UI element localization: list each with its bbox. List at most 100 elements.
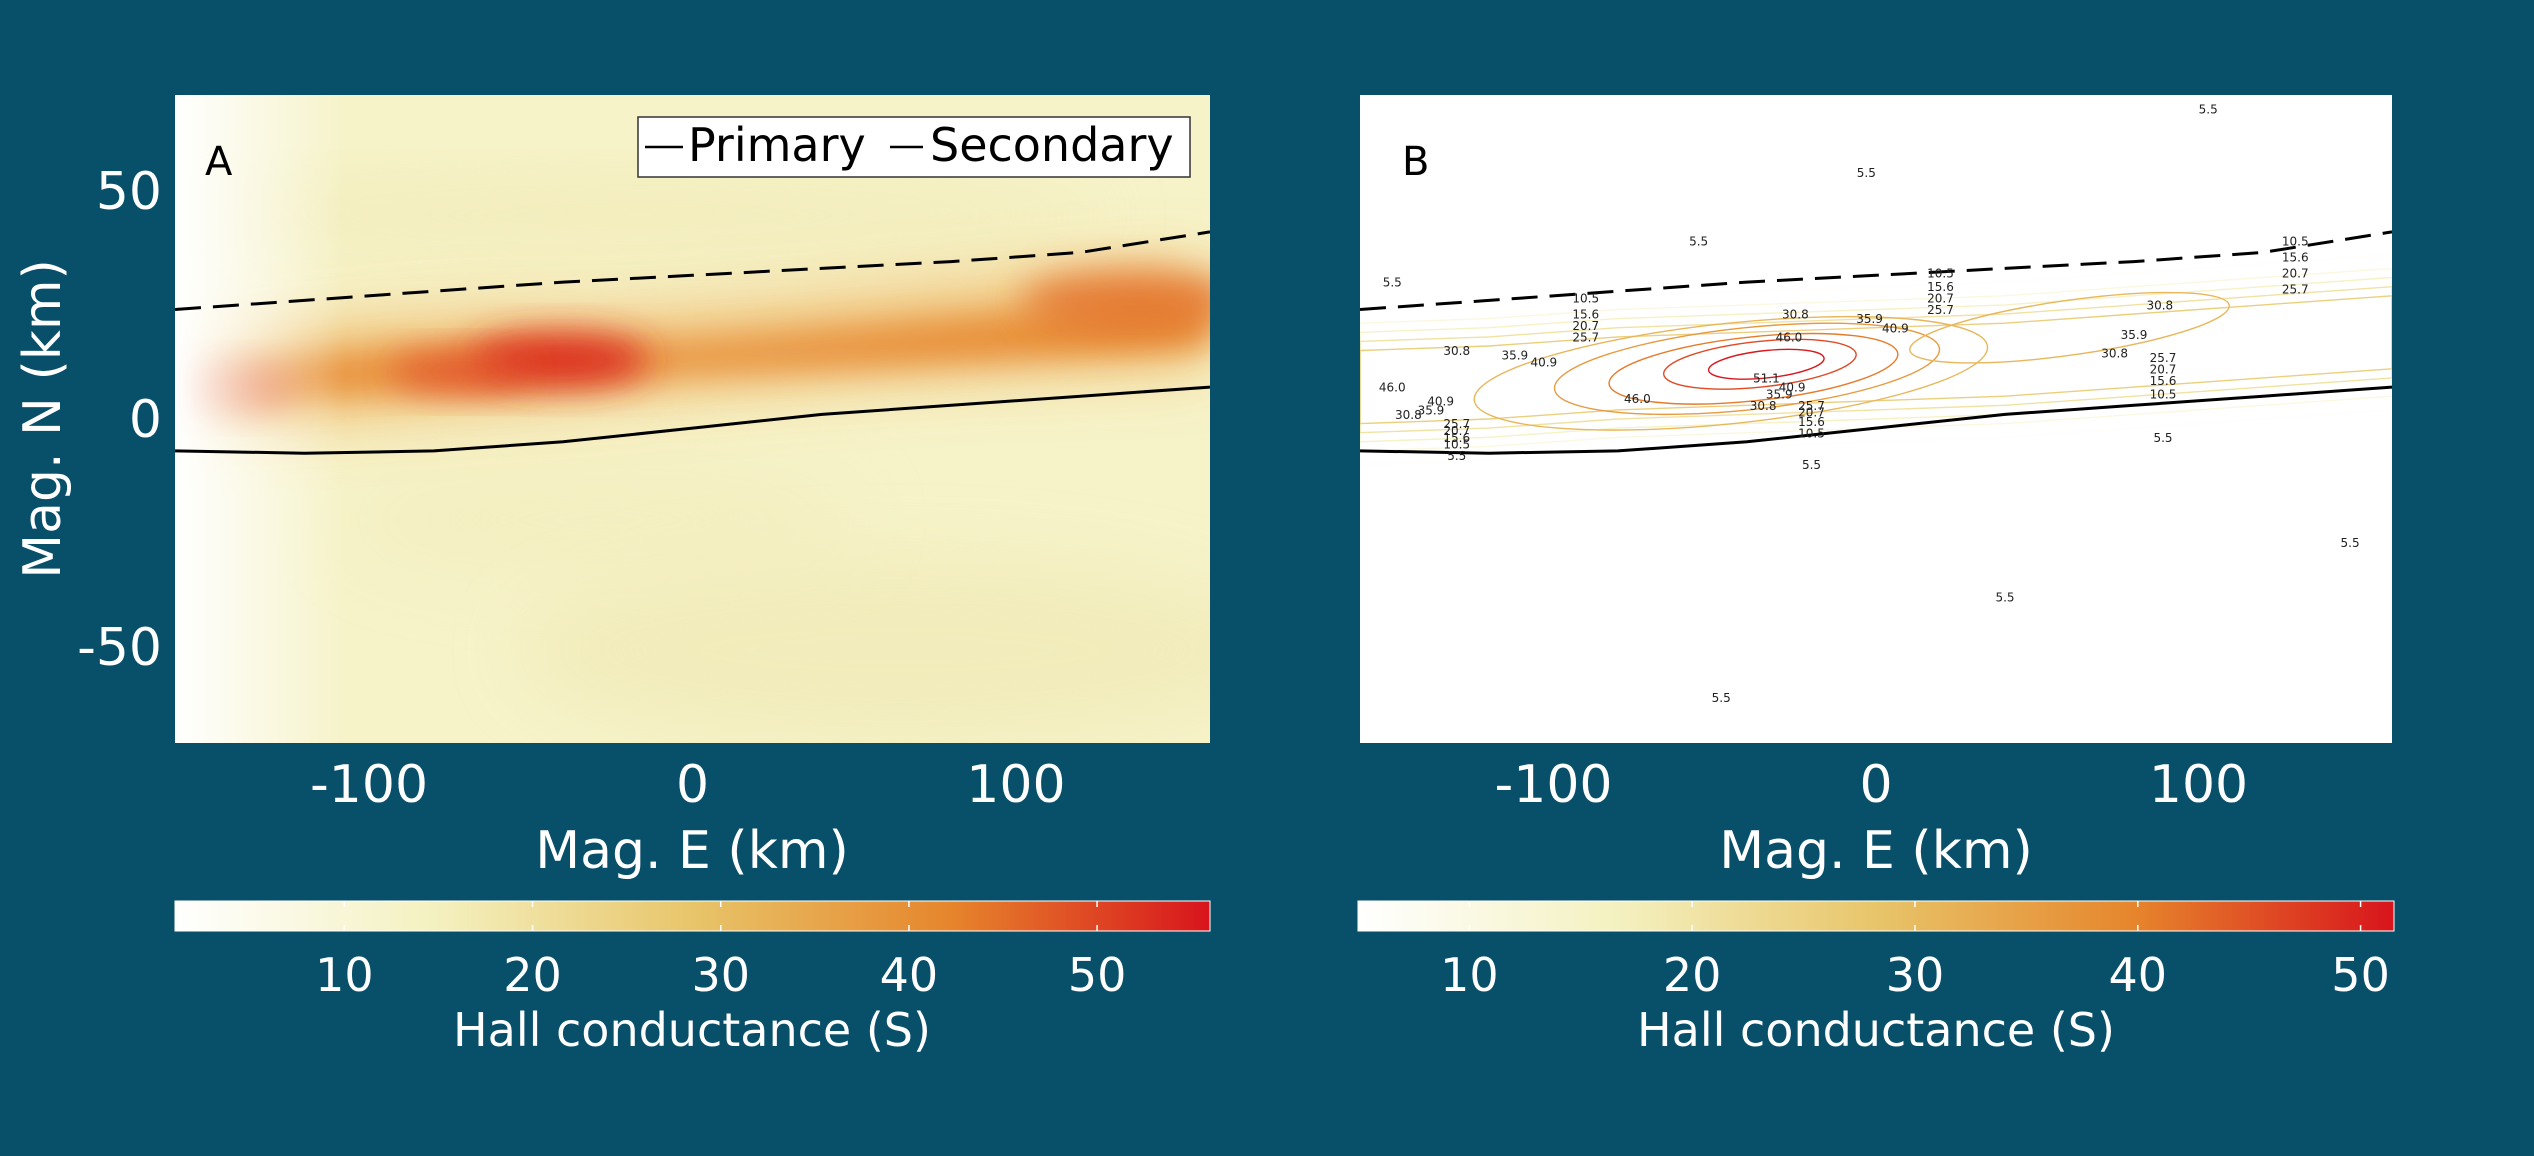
- contour-label: 30.8: [1782, 308, 1809, 322]
- panel-a-colorbar-tick-label: 10: [315, 948, 374, 1002]
- panel-a-xlabel: Mag. E (km): [535, 821, 849, 881]
- contour-line: [1360, 285, 2392, 434]
- panel-a-xtick-label: 100: [966, 755, 1065, 815]
- panel-a-heatmap: [175, 95, 1210, 743]
- contour-line: [1360, 276, 2392, 443]
- contour-label: 5.5: [1447, 449, 1466, 463]
- contour-label: 30.8: [2146, 298, 2173, 312]
- boundary-line-primary: [175, 385, 1210, 455]
- panel-b-axes: -100 0 100: [1494, 755, 2248, 815]
- contour-line: [1553, 322, 1941, 416]
- legend: Primary Secondary: [637, 116, 1191, 178]
- panel-b-contours: 5.55.55.55.55.55.55.55.55.55.510.515.620…: [1360, 102, 2392, 705]
- contour-label: 20.7: [1798, 406, 1825, 420]
- panel-a-colorbar-tick-label: 50: [1068, 948, 1127, 1002]
- contour-label: 5.5: [1712, 691, 1731, 705]
- contour-label: 46.0: [1379, 381, 1406, 395]
- contour-label: 35.9: [1856, 312, 1883, 326]
- panel-b-colorbar-tick-label: 40: [2109, 948, 2168, 1002]
- panel-a-ytick-label: 0: [129, 390, 162, 450]
- panel-a-colorbar-ticks: 10 20 30 40 50: [315, 901, 1126, 1002]
- legend-primary-label: Primary: [688, 118, 866, 172]
- contour-label: 35.9: [1418, 403, 1445, 417]
- panel-a-ylabel: Mag. N (km): [13, 259, 73, 579]
- panel-a-colorbar-label: Hall conductance (S): [453, 1003, 931, 1057]
- panel-a: -100 0 100 50 0 -50 A Primary Secondary Mag. …: [13, 95, 1211, 1057]
- contour-label: 5.5: [2153, 431, 2172, 445]
- contour-label: 5.5: [1802, 458, 1821, 472]
- contour-label: 46.0: [1624, 392, 1651, 406]
- contour-label: 20.7: [1572, 319, 1599, 333]
- contour-label: 25.7: [2150, 351, 2177, 365]
- contour-label: 10.5: [1572, 292, 1599, 306]
- contour-label: 20.7: [2150, 362, 2177, 376]
- panel-a-colorbar: [174, 900, 1211, 932]
- contour-label: 40.9: [1882, 321, 1909, 335]
- contour-label: 20.7: [1443, 424, 1470, 438]
- contour-label: 40.9: [1427, 394, 1454, 408]
- contour-label: 5.5: [2341, 536, 2360, 550]
- panel-b-xtick-label: 100: [2149, 755, 2248, 815]
- boundary-line-primary: [1360, 385, 2392, 455]
- contour-label: 15.6: [1443, 431, 1470, 445]
- panel-b-colorbar-tick-label: 50: [2331, 948, 2390, 1002]
- contour-label: 10.5: [1798, 426, 1825, 440]
- contour-label: 40.9: [1530, 356, 1557, 370]
- contour-line: [1360, 295, 2392, 425]
- contour-label: 15.6: [2282, 251, 2309, 265]
- panel-b-xtick-label: 0: [1859, 755, 1892, 815]
- panel-a-ytick-label: 50: [96, 162, 162, 222]
- contour-line: [1608, 332, 1899, 405]
- contour-label: 10.5: [2150, 387, 2177, 401]
- contour-label: 20.7: [1927, 292, 1954, 306]
- contour-label: 15.6: [1927, 280, 1954, 294]
- panel-b-colorbar-ticks: 10 20 30 40 50: [1440, 901, 2390, 1002]
- contour-label: 51.1: [1753, 371, 1780, 385]
- contour-label: 46.0: [1776, 330, 1803, 344]
- panel-a-colorbar-tick-label: 40: [880, 948, 939, 1002]
- contour-label: 30.8: [1443, 344, 1470, 358]
- panel-a-xtick-label: -100: [310, 755, 428, 815]
- contour-line: [1909, 291, 2230, 364]
- contour-label: 25.7: [1572, 330, 1599, 344]
- contour-label: 30.8: [2101, 346, 2128, 360]
- contour-label: 5.5: [2199, 102, 2218, 116]
- contour-label: 10.5: [2282, 235, 2309, 249]
- contour-label: 35.9: [1501, 349, 1528, 363]
- contour-label: 25.7: [1927, 303, 1954, 317]
- contour-line: [1662, 338, 1857, 390]
- contour-label: 15.6: [1798, 415, 1825, 429]
- boundary-line-secondary: [1360, 230, 2392, 311]
- contour-line: [1707, 348, 1825, 380]
- contour-line: [1360, 267, 2392, 452]
- panel-b-colorbar-tick-label: 20: [1663, 948, 1722, 1002]
- boundary-line-secondary: [175, 230, 1210, 311]
- contour-label: 10.5: [1443, 438, 1470, 452]
- panel-b-colorbar-tick-label: 10: [1440, 948, 1499, 1002]
- contour-label: 35.9: [1766, 387, 1793, 401]
- contour-label: 30.8: [1395, 408, 1422, 422]
- panel-b-label: B: [1402, 139, 1429, 185]
- contour-line: [1473, 315, 1989, 431]
- contour-label: 25.7: [2282, 283, 2309, 297]
- legend-secondary-label: Secondary: [930, 118, 1174, 172]
- contour-label: 15.6: [1572, 308, 1599, 322]
- panel-a-label: A: [205, 139, 233, 185]
- panel-b: 5.55.55.55.55.55.55.55.55.55.510.515.620…: [1357, 95, 2395, 1057]
- panel-a-ytick-label: -50: [77, 618, 162, 678]
- panel-a-colorbar-tick-label: 20: [503, 948, 562, 1002]
- contour-label: 20.7: [2282, 267, 2309, 281]
- panel-b-colorbar-label: Hall conductance (S): [1637, 1003, 2115, 1057]
- contour-label: 25.7: [1798, 399, 1825, 413]
- contour-label: 25.7: [1443, 417, 1470, 431]
- panel-a-colorbar-tick-label: 30: [691, 948, 750, 1002]
- panel-a-axes: -100 0 100 50 0 -50: [77, 162, 1066, 815]
- contour-label: 35.9: [2121, 328, 2148, 342]
- panel-b-colorbar: [1357, 900, 2395, 932]
- contour-label: 30.8: [1750, 399, 1777, 413]
- panel-b-colorbar-tick-label: 30: [1886, 948, 1945, 1002]
- contour-label: 5.5: [1383, 276, 1402, 290]
- contour-label: 5.5: [1857, 166, 1876, 180]
